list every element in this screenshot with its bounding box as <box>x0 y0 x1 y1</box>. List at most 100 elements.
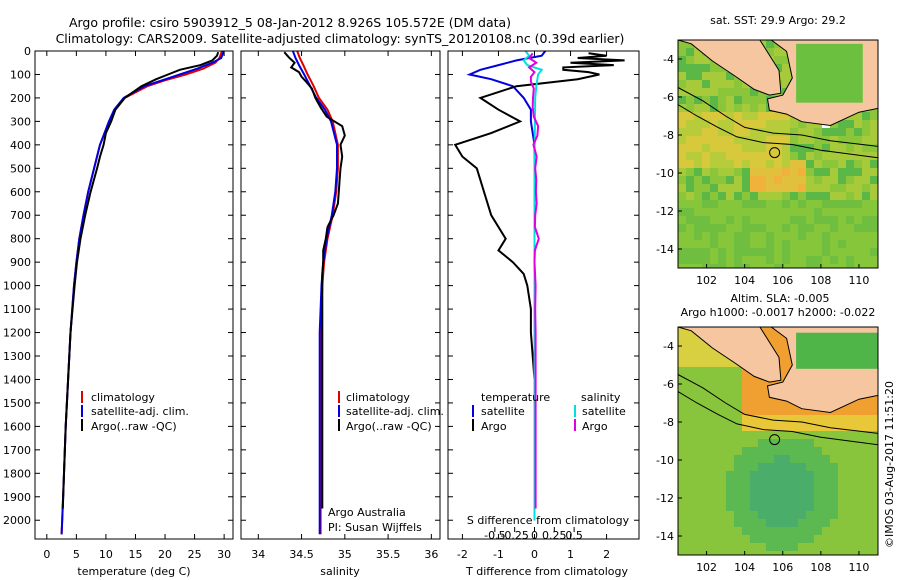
sst-map-cell <box>774 160 782 168</box>
sla-map-cell <box>822 471 830 479</box>
sla-map-cell <box>854 535 862 543</box>
sla-map-cell <box>822 551 830 555</box>
sla-map-cell <box>718 511 726 519</box>
sla-map-cell <box>702 519 710 527</box>
sst-map-cell <box>734 192 742 200</box>
sla-map-cell <box>710 383 718 391</box>
imos-credit: ©IMOS 03-Aug-2017 11:51:20 <box>883 381 896 548</box>
sst-map-cell <box>678 136 686 144</box>
sla-map-cell <box>782 351 790 359</box>
sst-map-cell <box>814 192 822 200</box>
sst-map-cell <box>774 224 782 232</box>
salinity-annotation-pi: PI: Susan Wijffels <box>328 521 422 534</box>
sla-map-cell <box>790 415 798 423</box>
sst-map-cell <box>870 120 878 128</box>
sla-map-cell <box>766 511 774 519</box>
sst-map-cell <box>782 128 790 136</box>
sla-map-cell <box>830 447 838 455</box>
sst-map-cell <box>710 88 718 96</box>
sst-map-cell <box>798 168 806 176</box>
sst-map-ytick-label-1: -6 <box>663 91 674 104</box>
sla-map-cell <box>694 479 702 487</box>
sst-map-cell <box>782 216 790 224</box>
sst-map-cell <box>718 160 726 168</box>
sla-map-cell <box>774 407 782 415</box>
sla-map-cell <box>806 479 814 487</box>
sla-map-cell <box>790 535 798 543</box>
sla-map-cell <box>678 439 686 447</box>
sst-map-cell <box>710 152 718 160</box>
sla-map-cell <box>686 431 694 439</box>
sla-map-cell <box>862 519 870 527</box>
sla-map-cell <box>798 471 806 479</box>
sla-map-cell <box>702 343 710 351</box>
sla-map-cell <box>694 503 702 511</box>
sst-map-cell <box>838 224 846 232</box>
sst-map-cell <box>718 152 726 160</box>
sla-map-cell <box>678 423 686 431</box>
sla-map-cell <box>806 471 814 479</box>
sla-map-cell <box>806 487 814 495</box>
sla-map-cell <box>750 551 758 555</box>
sla-map-cell <box>726 487 734 495</box>
sst-map-cell <box>718 248 726 256</box>
sst-map-xtick-label-2: 106 <box>772 274 793 287</box>
sst-map-cell <box>710 176 718 184</box>
sla-map-cell <box>726 447 734 455</box>
sla-map-cell <box>718 471 726 479</box>
sst-map-cell <box>702 216 710 224</box>
sla-map-cell <box>766 399 774 407</box>
sst-map-cell <box>846 240 854 248</box>
sst-map-cell <box>742 248 750 256</box>
sla-map-cell <box>694 359 702 367</box>
sst-map-cell <box>774 232 782 240</box>
sst-map-xtick-label-1: 104 <box>734 274 755 287</box>
sst-map-cell <box>830 240 838 248</box>
sst-map-cell <box>718 240 726 248</box>
sst-map-cell <box>846 224 854 232</box>
sla-map-cell <box>774 511 782 519</box>
sla-map-cell <box>718 479 726 487</box>
temperature-ytick-label-15: 1500 <box>3 397 31 410</box>
sla-map-cell <box>822 527 830 535</box>
sst-map-cell <box>718 64 726 72</box>
sla-map-cell <box>702 495 710 503</box>
sla-map-cell <box>798 407 806 415</box>
sst-map-cell <box>702 56 710 64</box>
sla-map-cell <box>710 527 718 535</box>
sst-map-cell <box>718 192 726 200</box>
differences-xtick-label-3: 1 <box>567 548 574 561</box>
sst-map-cell <box>838 264 846 268</box>
sst-map-cell <box>862 184 870 192</box>
sla-map-cell <box>782 495 790 503</box>
sla-map-cell <box>854 495 862 503</box>
sst-map-cell <box>758 104 766 112</box>
sla-map-cell <box>790 503 798 511</box>
sst-map-cell <box>814 256 822 264</box>
sla-map-cell <box>686 399 694 407</box>
sst-map-cell <box>718 208 726 216</box>
sst-map-cell <box>766 208 774 216</box>
sla-map-cell <box>854 503 862 511</box>
sla-map-cell <box>758 543 766 551</box>
sla-map-cell <box>734 415 742 423</box>
sst-map-cell <box>870 232 878 240</box>
sla-map-cell <box>726 407 734 415</box>
sst-map-cell <box>854 240 862 248</box>
sst-map-cell <box>782 120 790 128</box>
sst-map-cell <box>710 160 718 168</box>
sst-map-cell <box>782 160 790 168</box>
sla-map-cell <box>814 463 822 471</box>
sst-map-cell <box>798 128 806 136</box>
sst-map-cell <box>798 120 806 128</box>
sla-map-cell <box>710 359 718 367</box>
sla-map-cell <box>742 487 750 495</box>
sst-map-cell <box>854 120 862 128</box>
sla-map-cell <box>766 439 774 447</box>
sla-map-cell <box>766 447 774 455</box>
sst-map-cell <box>766 160 774 168</box>
sla-map-cell <box>822 439 830 447</box>
sla-map-cell <box>830 527 838 535</box>
sla-map-cell <box>686 463 694 471</box>
